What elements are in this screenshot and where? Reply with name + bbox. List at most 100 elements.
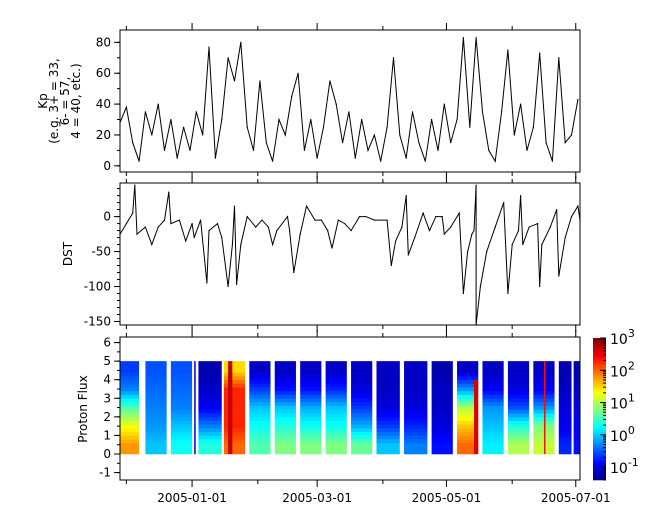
dst-point xyxy=(422,212,424,214)
spectrogram-cell xyxy=(431,428,453,433)
spectrogram-cell xyxy=(573,416,580,421)
spectrogram-cell xyxy=(274,402,296,407)
spectrogram-cell xyxy=(376,409,400,414)
x-axis-labels: 2005-01-01 2005-03-01 2005-05-01 2005-07-01 xyxy=(157,491,610,505)
kp-point xyxy=(316,157,318,159)
spectrogram-cell xyxy=(325,446,347,451)
kp-point xyxy=(170,118,172,121)
spectrogram-cell xyxy=(376,428,400,433)
spectrogram-cell xyxy=(376,368,400,373)
kp-point xyxy=(564,142,566,144)
kp-point xyxy=(392,57,395,59)
spectrogram-segment xyxy=(249,361,271,455)
colorbar-swatch xyxy=(593,370,606,373)
dst-point xyxy=(365,215,367,218)
spectrogram-cell xyxy=(170,383,193,388)
spectrogram-cell xyxy=(249,368,271,373)
spectrogram-cell xyxy=(194,431,196,436)
spectrogram-cell xyxy=(558,442,572,447)
spectrogram-cell xyxy=(274,428,296,433)
spectrogram-cell xyxy=(457,394,479,399)
spectrogram-segment xyxy=(198,361,222,455)
colorbar-swatch xyxy=(593,380,606,383)
spectrogram-cell xyxy=(300,416,322,421)
spectrogram-cell xyxy=(120,390,140,395)
spectrogram-cell xyxy=(558,435,572,440)
spectrogram-cell xyxy=(274,405,296,410)
spectrogram-cell xyxy=(198,402,222,407)
spectrogram-cell xyxy=(573,409,580,414)
spectrogram-cell xyxy=(325,428,347,433)
spectrogram-cell xyxy=(573,372,580,377)
spectrogram-cell xyxy=(223,368,246,373)
spectrogram-cell xyxy=(507,424,530,429)
spectrogram-cell xyxy=(325,450,347,455)
dst-point xyxy=(327,229,329,232)
spectrogram-cell xyxy=(274,368,296,373)
spectrogram-cell xyxy=(194,450,196,455)
spectrogram-cell xyxy=(120,394,140,399)
spectrogram-cell xyxy=(573,405,580,410)
spectrogram-cell xyxy=(145,361,167,366)
spectrogram-cell xyxy=(376,431,400,436)
spectrogram-cell xyxy=(274,387,296,392)
spectrogram-cell xyxy=(249,376,271,381)
spectrogram-cell xyxy=(558,450,572,455)
spectrogram-cell xyxy=(198,368,222,373)
colorbar-swatch xyxy=(593,448,606,451)
dst-point xyxy=(350,229,352,232)
spectrogram-cell xyxy=(274,394,296,399)
spectrogram-cell xyxy=(558,376,572,381)
dst-point xyxy=(136,233,138,235)
spectrogram-segment xyxy=(194,361,196,455)
dst-point xyxy=(467,250,469,253)
spectrogram-cell xyxy=(249,383,271,388)
dst-point xyxy=(235,283,238,286)
spectrogram-cell xyxy=(170,394,193,399)
spectrogram-cell xyxy=(198,420,222,425)
kp-point xyxy=(424,160,426,162)
spectrogram-cell xyxy=(404,372,428,377)
spectrogram-cell xyxy=(482,383,504,388)
kp-point xyxy=(367,149,369,151)
dst-point xyxy=(471,233,473,235)
spectrogram-cell xyxy=(120,376,140,381)
spectrogram-cell xyxy=(457,387,479,392)
colorbar-swatch xyxy=(593,414,606,417)
spectrogram-cell xyxy=(376,361,400,366)
y-tick-label: 0 xyxy=(103,159,111,173)
spectrogram-cell xyxy=(325,390,347,395)
spectrogram-cell xyxy=(223,450,246,455)
spectrogram-cell xyxy=(249,431,271,436)
dst-point xyxy=(178,219,180,221)
spectrogram-cell xyxy=(325,402,347,407)
colorbar-swatch xyxy=(593,412,606,415)
spectrogram-cell xyxy=(376,390,400,395)
colorbar-swatch xyxy=(593,348,606,351)
spectrogram-cell xyxy=(482,372,504,377)
spectrogram-cell xyxy=(573,379,580,384)
spectrogram-cell xyxy=(274,398,296,403)
spectrogram-cell xyxy=(376,424,400,429)
spectrogram-cell xyxy=(558,405,572,410)
spectrogram-cell xyxy=(194,387,196,392)
spectrogram-cell xyxy=(223,376,246,381)
spectrogram-cell xyxy=(558,361,572,366)
spectrogram-cell xyxy=(170,368,193,373)
spectrogram-cell xyxy=(404,368,428,373)
dst-point xyxy=(276,229,278,232)
spectrogram-cell xyxy=(573,431,580,436)
spectrogram-cell xyxy=(223,390,246,395)
kp-point xyxy=(411,111,414,113)
spectrogram-cell xyxy=(300,446,322,451)
spectrogram-cell xyxy=(404,409,428,414)
spectrogram-cell xyxy=(376,413,400,418)
colorbar-tick-exponent: 1 xyxy=(628,392,635,405)
spectrogram-cell xyxy=(351,394,373,399)
spectrogram-cell xyxy=(507,368,530,373)
spectrogram-segment xyxy=(223,361,246,455)
spectrogram-cell xyxy=(300,435,322,440)
spectrogram-cell xyxy=(325,424,347,429)
dst-point xyxy=(556,208,558,211)
kp-point xyxy=(539,52,541,54)
